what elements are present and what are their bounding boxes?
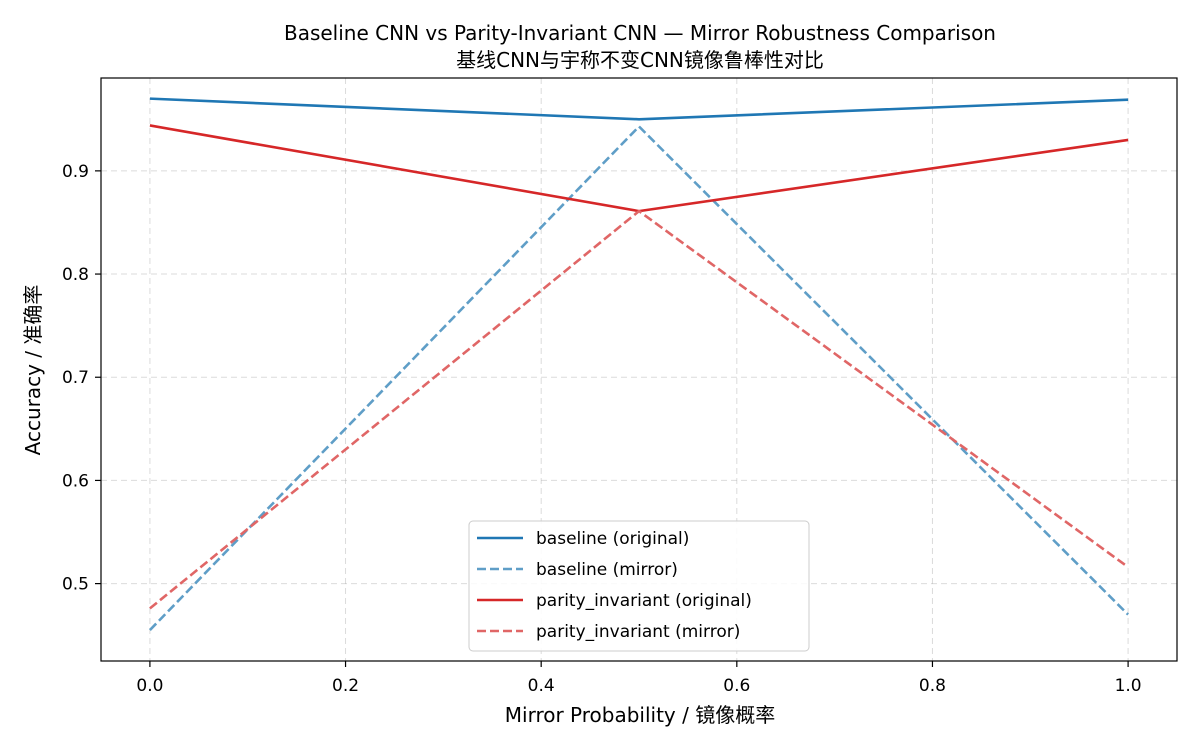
x-tick-label: 0.4 [528,676,555,696]
x-tick-label: 0.2 [332,676,359,696]
y-tick-label: 0.7 [62,368,89,388]
y-axis-ticks: 0.5 0.6 0.7 0.8 0.9 [62,162,101,595]
series-line-3 [149,124,1129,213]
legend-label: parity_invariant (mirror) [536,622,740,642]
y-tick-label: 0.9 [62,162,89,182]
series-lines [148,97,1130,631]
legend-label: parity_invariant (original) [536,591,752,611]
series-line-4 [149,209,1129,610]
y-tick-label: 0.5 [62,575,89,595]
series-line-1 [149,97,1129,121]
series-line-2 [148,125,1130,631]
x-tick-label: 0.6 [723,676,750,696]
legend: baseline (original) baseline (mirror) pari… [468,520,810,652]
x-axis-label: Mirror Probability / 镜像概率 [505,703,775,727]
y-tick-label: 0.6 [62,471,89,491]
x-tick-label: 0.8 [919,676,946,696]
legend-label: baseline (mirror) [536,560,678,580]
x-axis-ticks: 0.0 0.2 0.4 0.6 0.8 1.0 [136,661,1142,696]
chart-subtitle: 基线CNN与宇称不变CNN镜像鲁棒性对比 [456,48,824,72]
x-tick-label: 1.0 [1115,676,1142,696]
y-axis-label: Accuracy / 准确率 [21,285,45,456]
y-tick-label: 0.8 [62,265,89,285]
legend-label: baseline (original) [536,529,689,549]
legend-box [468,520,810,652]
x-tick-label: 0.0 [136,676,163,696]
plot-area-frame [100,77,1178,662]
chart-title: Baseline CNN vs Parity-Invariant CNN — M… [284,21,996,45]
